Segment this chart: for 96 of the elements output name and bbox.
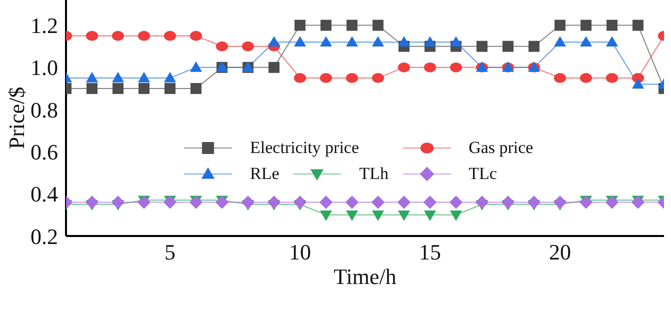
point bbox=[606, 20, 618, 31]
point bbox=[267, 196, 281, 209]
point bbox=[450, 36, 462, 47]
point bbox=[372, 73, 384, 83]
point bbox=[631, 196, 645, 209]
legend-label: RLe bbox=[250, 164, 280, 184]
point bbox=[501, 196, 515, 209]
point bbox=[424, 62, 436, 72]
legend-label: TLh bbox=[359, 164, 389, 184]
point bbox=[605, 196, 619, 209]
point bbox=[398, 36, 410, 47]
point bbox=[450, 62, 462, 72]
point bbox=[164, 83, 176, 94]
point bbox=[85, 196, 99, 209]
legend-label: Electricity price bbox=[250, 138, 360, 158]
point bbox=[554, 20, 566, 31]
point bbox=[112, 30, 124, 41]
point bbox=[580, 36, 592, 47]
point bbox=[241, 196, 255, 209]
point bbox=[579, 196, 593, 209]
point bbox=[320, 210, 332, 221]
point bbox=[189, 196, 203, 209]
point bbox=[554, 36, 566, 47]
point bbox=[528, 40, 540, 52]
point bbox=[423, 196, 437, 209]
point bbox=[398, 210, 410, 221]
point bbox=[632, 20, 644, 31]
point bbox=[372, 210, 384, 221]
y-axis-title: Price/$ bbox=[4, 86, 29, 150]
point bbox=[371, 196, 385, 209]
y-tick-label: 0.6 bbox=[30, 140, 58, 165]
point bbox=[606, 73, 618, 83]
point bbox=[164, 72, 176, 82]
x-tick-label: 5 bbox=[164, 240, 176, 265]
point bbox=[294, 36, 306, 47]
point bbox=[319, 196, 333, 209]
point bbox=[346, 210, 358, 221]
point bbox=[475, 196, 489, 209]
point bbox=[112, 83, 124, 94]
point bbox=[164, 30, 176, 41]
point bbox=[502, 40, 514, 52]
point bbox=[86, 83, 98, 94]
point bbox=[190, 83, 202, 94]
point bbox=[554, 73, 566, 83]
point bbox=[268, 62, 280, 73]
x-tick-label: 10 bbox=[289, 240, 311, 265]
point bbox=[112, 72, 124, 82]
y-tick-label: 0.8 bbox=[30, 97, 58, 122]
point bbox=[320, 36, 332, 47]
point bbox=[476, 40, 488, 52]
point bbox=[163, 196, 177, 209]
point bbox=[632, 78, 644, 89]
point bbox=[138, 72, 150, 82]
point bbox=[190, 30, 202, 41]
y-tick-label: 0.4 bbox=[30, 182, 58, 207]
point bbox=[320, 73, 332, 83]
point bbox=[424, 36, 436, 47]
point bbox=[86, 30, 98, 41]
point bbox=[346, 20, 358, 31]
point bbox=[242, 41, 254, 52]
legend-label: TLc bbox=[468, 164, 497, 184]
y-tick-label: 1.0 bbox=[30, 55, 58, 80]
point bbox=[397, 196, 411, 209]
y-tick-label: 1.2 bbox=[30, 13, 58, 38]
point bbox=[294, 73, 306, 83]
point bbox=[346, 73, 358, 83]
x-tick-label: 20 bbox=[549, 240, 571, 265]
point bbox=[398, 62, 410, 72]
point bbox=[424, 210, 436, 221]
point bbox=[345, 196, 359, 209]
point bbox=[294, 20, 306, 31]
point bbox=[450, 210, 462, 221]
point bbox=[580, 73, 592, 83]
point bbox=[372, 20, 384, 31]
point bbox=[449, 196, 463, 209]
point bbox=[215, 196, 229, 209]
point bbox=[606, 36, 618, 47]
x-tick-label: 15 bbox=[419, 240, 441, 265]
point bbox=[111, 196, 125, 209]
legend-label: Gas price bbox=[468, 138, 534, 158]
point bbox=[190, 61, 202, 72]
x-axis-title: Time/h bbox=[334, 264, 396, 289]
point bbox=[138, 83, 150, 94]
point bbox=[86, 72, 98, 82]
point bbox=[293, 196, 307, 209]
point bbox=[268, 36, 280, 47]
point bbox=[320, 20, 332, 31]
point bbox=[138, 30, 150, 41]
point bbox=[527, 196, 541, 209]
y-tick-label: 0.2 bbox=[30, 224, 58, 249]
point bbox=[216, 41, 228, 52]
point bbox=[137, 196, 151, 209]
point bbox=[580, 20, 592, 31]
point bbox=[372, 36, 384, 47]
point bbox=[553, 196, 567, 209]
point bbox=[346, 36, 358, 47]
